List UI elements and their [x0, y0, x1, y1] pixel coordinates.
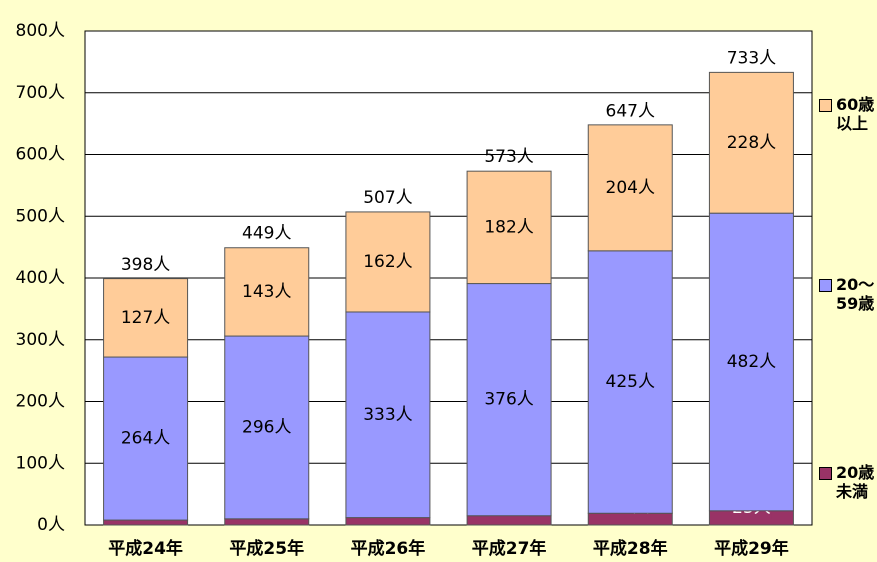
total-label: 507人 — [363, 188, 412, 208]
value-label: 333人 — [363, 405, 412, 425]
legend-label: 60歳以上 — [836, 95, 875, 133]
x-tick-label: 平成25年 — [229, 538, 304, 559]
bar-segment — [466, 283, 552, 517]
y-tick-label: 100人 — [16, 453, 65, 473]
legend-swatch — [819, 99, 832, 112]
value-label: 162人 — [363, 252, 412, 272]
x-tick-label: 平成27年 — [472, 538, 547, 559]
y-tick-label: 400人 — [16, 268, 65, 288]
x-tick-label: 平成29年 — [714, 538, 789, 559]
bar-segment — [224, 518, 310, 526]
legend-swatch — [819, 467, 832, 480]
bar-segment — [708, 212, 794, 512]
y-tick-label: 700人 — [16, 83, 65, 103]
bar-segment — [587, 124, 673, 252]
value-label: 127人 — [121, 308, 170, 328]
y-tick-label: 0人 — [37, 515, 65, 535]
legend-swatch — [819, 279, 832, 292]
total-label: 398人 — [121, 255, 170, 275]
value-label: 228人 — [727, 133, 776, 153]
plot-border — [84, 30, 813, 526]
bar-segment — [103, 278, 189, 358]
value-label: 296人 — [242, 417, 291, 437]
y-tick-label: 800人 — [16, 21, 65, 41]
bar-segment — [708, 71, 794, 214]
value-label: 425人 — [606, 372, 655, 392]
y-tick-label: 500人 — [16, 206, 65, 226]
y-tick-label: 600人 — [16, 145, 65, 165]
legend-label: 20歳未満 — [836, 463, 875, 501]
total-label: 733人 — [727, 48, 776, 68]
total-label: 449人 — [242, 224, 291, 244]
bar-segment — [103, 519, 189, 526]
value-label: 182人 — [484, 217, 533, 237]
value-label: 482人 — [727, 352, 776, 372]
y-tick-label: 300人 — [16, 330, 65, 350]
bar-segment — [587, 250, 673, 514]
bar-segment — [224, 247, 310, 337]
y-tick-label: 200人 — [16, 392, 65, 412]
total-label: 647人 — [606, 101, 655, 121]
x-tick-label: 平成24年 — [108, 538, 183, 559]
bar-segment — [345, 311, 431, 519]
value-label: 264人 — [121, 429, 170, 449]
bar-segment — [345, 211, 431, 313]
value-label: 143人 — [242, 282, 291, 302]
value-label: 204人 — [606, 178, 655, 198]
bar-segment — [224, 335, 310, 520]
legend-label: 20～59歳 — [836, 275, 875, 313]
x-tick-label: 平成26年 — [351, 538, 426, 559]
total-label: 573人 — [484, 147, 533, 167]
value-label: 376人 — [484, 390, 533, 410]
bar-segment — [466, 170, 552, 285]
x-tick-label: 平成28年 — [593, 538, 668, 559]
